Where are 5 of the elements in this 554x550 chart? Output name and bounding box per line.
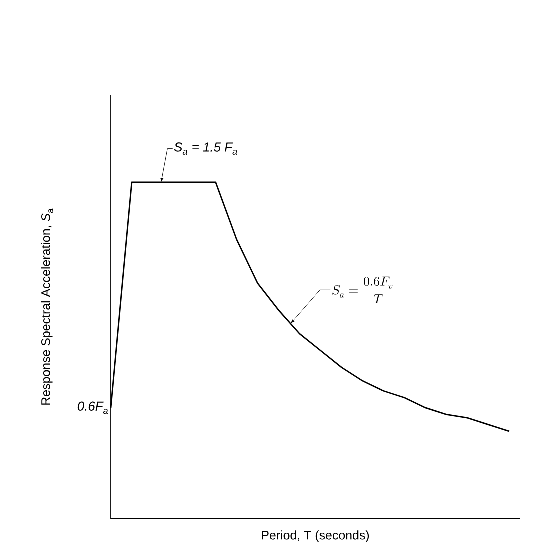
- annotation: S$_{a}$ = 1.5 F$_{a}$: [174, 142, 238, 156]
- y-axis-title: Response Spectral Acceleration, S$_{a}$: [41, 208, 54, 405]
- x-axis-title: Period, T (seconds): [262, 530, 370, 542]
- text: 0.6F$_{a}$: [78, 402, 108, 414]
- annotation: $S_a = \frac{0.6F_v}{T}$: [332, 276, 394, 304]
